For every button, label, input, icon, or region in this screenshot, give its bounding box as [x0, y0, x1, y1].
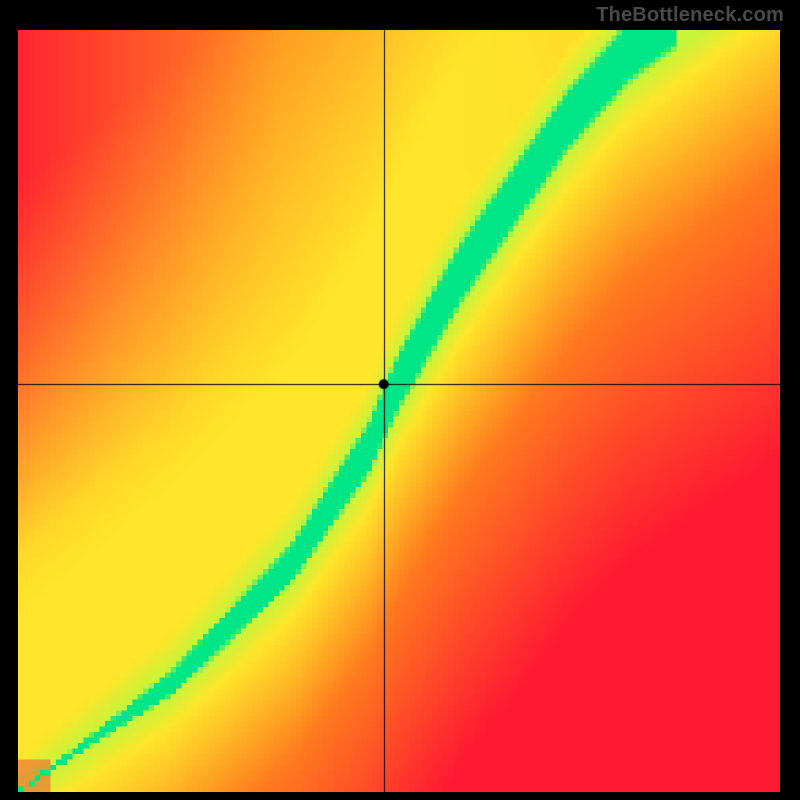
root: TheBottleneck.com: [0, 0, 800, 800]
heatmap-canvas: [18, 30, 780, 792]
watermark-text: TheBottleneck.com: [596, 4, 784, 27]
